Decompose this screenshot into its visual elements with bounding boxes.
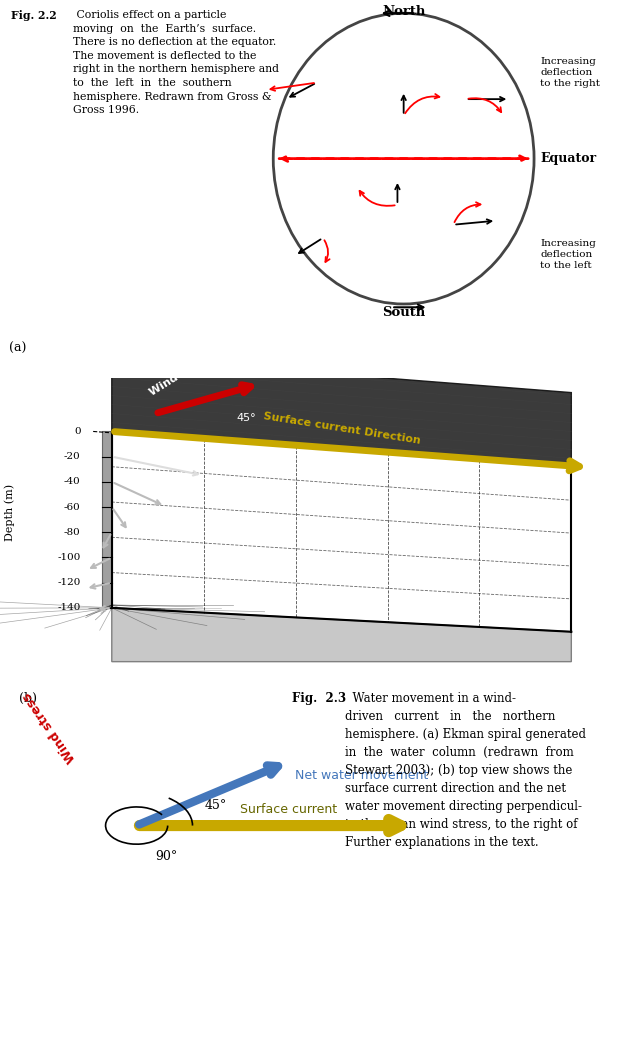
- Text: (a): (a): [9, 342, 27, 355]
- Text: -60: -60: [64, 502, 81, 512]
- Text: -20: -20: [64, 452, 81, 462]
- Text: 45°: 45°: [205, 798, 227, 812]
- Text: 45°: 45°: [236, 413, 256, 423]
- Text: Fig.  2.3: Fig. 2.3: [292, 691, 346, 705]
- Text: Increasing
deflection
to the right: Increasing deflection to the right: [540, 57, 601, 88]
- Text: Net water movement: Net water movement: [296, 769, 428, 782]
- Text: Coriolis effect on a particle
moving  on  the  Earth’s  surface.
There is no def: Coriolis effect on a particle moving on …: [73, 9, 279, 115]
- Text: 0: 0: [74, 427, 81, 436]
- Polygon shape: [102, 431, 112, 607]
- Text: -40: -40: [64, 477, 81, 487]
- Text: Wind stress: Wind stress: [20, 690, 78, 765]
- Text: Depth (m): Depth (m): [4, 484, 15, 540]
- Text: -80: -80: [64, 528, 81, 537]
- Text: Surface current: Surface current: [240, 804, 337, 816]
- Text: -100: -100: [57, 553, 81, 562]
- Text: Water movement in a wind-
driven   current   in   the   northern
hemisphere. (a): Water movement in a wind- driven current…: [345, 691, 586, 849]
- Text: 90°: 90°: [155, 850, 178, 862]
- Polygon shape: [112, 607, 571, 662]
- Text: -120: -120: [57, 578, 81, 587]
- Text: -140: -140: [57, 603, 81, 613]
- Text: North: North: [382, 5, 425, 18]
- Text: Fig. 2.2: Fig. 2.2: [11, 9, 57, 21]
- Text: Surface current Direction: Surface current Direction: [262, 410, 421, 446]
- Text: Increasing
deflection
to the left: Increasing deflection to the left: [540, 239, 596, 270]
- Text: South: South: [382, 306, 425, 319]
- Polygon shape: [112, 357, 571, 468]
- Text: Wind Direction: Wind Direction: [147, 340, 232, 398]
- Text: (b): (b): [19, 691, 37, 705]
- Text: Equator: Equator: [540, 152, 596, 165]
